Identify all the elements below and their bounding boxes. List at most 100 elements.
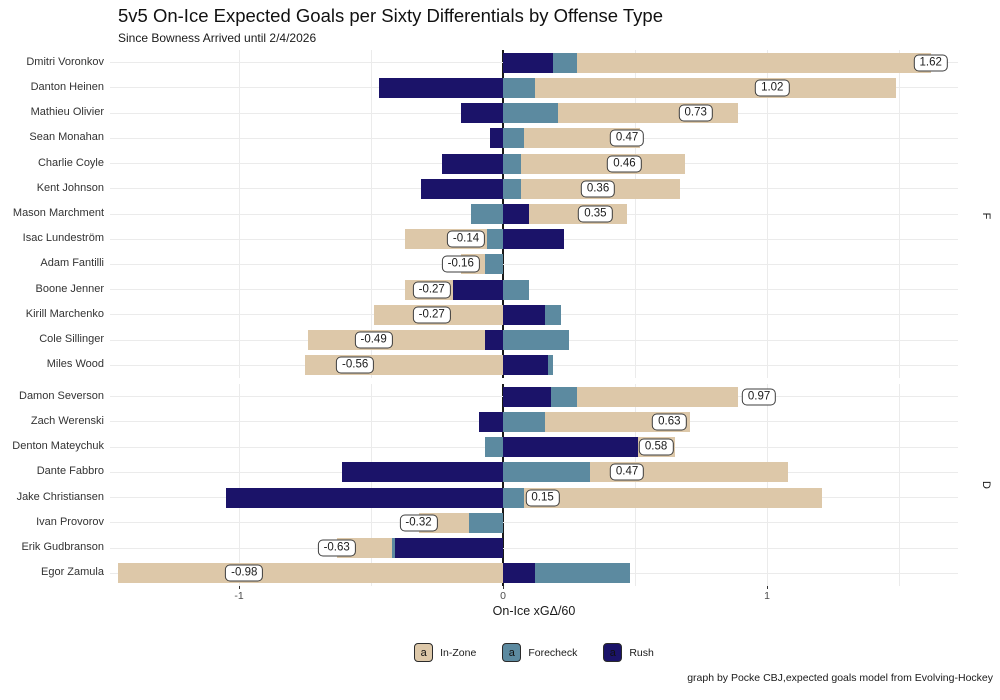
legend-key-rush: a	[603, 643, 623, 662]
bar-segment-inzone	[305, 355, 503, 376]
bar-segment-rush	[503, 304, 546, 325]
bar-segment-forecheck	[392, 538, 395, 559]
bar-segment-rush	[479, 411, 503, 432]
bar-segment-forecheck	[503, 77, 535, 98]
value-label: -0.16	[441, 255, 480, 273]
legend-label-forecheck: Forecheck	[528, 646, 578, 659]
player-name-label: Ivan Provorov	[36, 515, 104, 528]
y-gridline	[110, 263, 958, 265]
legend-item-forecheck: a Forecheck	[502, 643, 577, 662]
value-label: 0.73	[678, 104, 713, 122]
bar-segment-rush	[503, 563, 535, 584]
facet-panel-f: 1.62 1.02 0.73 0.47 0.46 0.36 0.35 -0.14 -0.16 -0…	[110, 50, 958, 378]
bar-segment-forecheck	[503, 462, 591, 483]
bar-segment-rush	[421, 178, 503, 199]
bar-segment-inzone	[524, 487, 823, 508]
bar-segment-forecheck	[484, 437, 503, 458]
bar-segment-rush	[503, 437, 638, 458]
bar-segment-rush	[460, 103, 503, 124]
value-label: -0.49	[354, 331, 393, 349]
bar-segment-rush	[484, 330, 503, 351]
bar-segment-rush	[442, 153, 503, 174]
player-name-label: Kent Johnson	[36, 181, 104, 194]
chart-title: 5v5 On-Ice Expected Goals per Sixty Diff…	[118, 5, 664, 26]
value-label: -0.98	[225, 564, 264, 582]
bar-segment-forecheck	[550, 386, 577, 407]
value-label: -0.27	[412, 281, 451, 299]
y-gridline	[110, 522, 958, 524]
bar-segment-forecheck	[545, 304, 562, 325]
value-label: 0.97	[741, 388, 777, 406]
bar-segment-inzone	[534, 77, 897, 98]
bar-segment-rush	[503, 229, 564, 250]
bar-segment-forecheck	[534, 563, 630, 584]
player-name-label: Denton Mateychuk	[12, 440, 104, 453]
x-tick-mark	[239, 586, 240, 589]
player-name-label: Sean Monahan	[29, 131, 104, 144]
bar-segment-rush	[489, 128, 503, 149]
value-label: 0.47	[609, 463, 645, 481]
bar-segment-rush	[378, 77, 503, 98]
player-name-label: Mathieu Olivier	[30, 106, 104, 119]
player-name-label: Kirill Marchenko	[25, 307, 104, 320]
bar-segment-rush	[503, 52, 554, 73]
player-name-label: Dmitri Voronkov	[26, 55, 104, 68]
chart-subtitle: Since Bowness Arrived until 2/4/2026	[118, 31, 317, 45]
player-name-label: Miles Wood	[46, 358, 104, 371]
facet-label-forwards: F	[980, 212, 992, 220]
value-label: -0.63	[317, 539, 356, 557]
player-name-label: Adam Fantilli	[40, 257, 104, 270]
value-label: -0.32	[399, 514, 438, 532]
bar-segment-forecheck	[553, 52, 577, 73]
facet-label-defense: D	[980, 481, 992, 489]
bar-segment-inzone	[307, 330, 485, 351]
value-label: 0.15	[525, 489, 560, 507]
bar-segment-forecheck	[468, 512, 503, 533]
value-label: 0.63	[652, 413, 687, 431]
x-axis-label: On-Ice xGΔ/60	[492, 604, 576, 618]
bar-segment-inzone	[576, 386, 738, 407]
bar-segment-rush	[225, 487, 503, 508]
x-gridline	[238, 384, 240, 586]
bar-segment-forecheck	[503, 487, 525, 508]
legend-key-in-zone: a	[414, 643, 434, 662]
bar-segment-forecheck	[503, 128, 525, 149]
player-name-label: Egor Zamula	[41, 566, 104, 579]
value-label: 1.02	[755, 79, 790, 97]
x-tick-label: -1	[234, 590, 244, 602]
value-label: 0.47	[609, 129, 645, 147]
y-gridline	[110, 289, 958, 291]
bar-segment-forecheck	[503, 279, 530, 300]
value-label: -0.27	[412, 306, 451, 324]
chart-caption: graph by Pocke CBJ,expected goals model …	[687, 672, 993, 684]
bar-segment-rush	[503, 386, 551, 407]
bar-segment-inzone	[521, 153, 686, 174]
bar-segment-rush	[503, 355, 548, 376]
legend-label-rush: Rush	[629, 646, 654, 659]
player-name-label: Isac Lundeström	[22, 232, 104, 245]
bar-segment-forecheck	[503, 153, 522, 174]
player-name-label: Cole Sillinger	[39, 333, 104, 346]
x-tick-mark	[503, 586, 504, 589]
bar-segment-forecheck	[484, 254, 503, 275]
bar-segment-rush	[341, 462, 503, 483]
facet-panel-d: 0.97 0.63 0.58 0.47 0.15 -0.32 -0.63 -0.98	[110, 384, 958, 586]
legend: a In-Zone a Forecheck a Rush	[110, 643, 958, 662]
legend-key-forecheck: a	[502, 643, 522, 662]
bar-segment-forecheck	[503, 411, 546, 432]
player-name-label: Boone Jenner	[35, 282, 105, 295]
bar-segment-rush	[452, 279, 503, 300]
bar-segment-rush	[394, 538, 503, 559]
bar-segment-forecheck	[487, 229, 503, 250]
player-name-label: Mason Marchment	[12, 207, 104, 219]
bar-segment-forecheck	[547, 355, 554, 376]
bar-segment-inzone	[117, 563, 503, 584]
x-gridline	[370, 384, 372, 586]
x-tick-label: 0	[500, 590, 506, 602]
value-label: 0.58	[638, 438, 674, 456]
value-label: -0.14	[446, 230, 486, 248]
value-label: 0.35	[578, 205, 613, 223]
player-name-label: Dante Fabbro	[36, 465, 104, 478]
x-gridline	[634, 384, 636, 586]
value-label: 0.46	[607, 155, 642, 173]
